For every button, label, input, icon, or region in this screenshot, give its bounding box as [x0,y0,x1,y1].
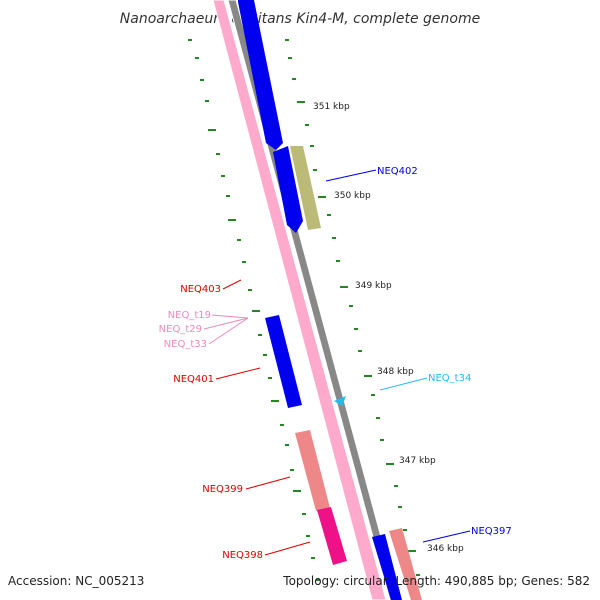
gene-neq399[interactable] [295,430,330,511]
backbone-pink-band [212,0,387,600]
gene-neq398[interactable] [317,507,347,565]
accession-text: Accession: NC_005213 [8,574,144,588]
kbp-label-346: 346 kbp [427,544,464,554]
kbp-label-351: 351 kbp [313,102,350,112]
label-neq-t19[interactable]: NEQ_t19 [168,310,211,321]
outer-tick-track [285,39,420,576]
inner-tick-track [188,39,320,581]
topology-text: Topology: circular; Length: 490,885 bp; … [282,574,590,588]
gene-neq402-upper[interactable] [238,0,283,150]
gene-neq397[interactable] [389,528,422,600]
backbone-gray-band [227,0,399,600]
gene-neq397-blue[interactable] [372,534,402,600]
label-neq397[interactable]: NEQ397 [471,526,512,537]
label-neq-t33[interactable]: NEQ_t33 [164,339,207,350]
kbp-label-348: 348 kbp [377,367,414,377]
feature-olive[interactable] [290,146,321,230]
label-neq-t29[interactable]: NEQ_t29 [159,324,202,335]
kbp-label-347: 347 kbp [399,456,436,466]
label-neq401[interactable]: NEQ401 [173,374,214,385]
label-neq403[interactable]: NEQ403 [180,284,221,295]
map-title: Nanoarchaeum equitans Kin4-M, complete g… [120,11,480,27]
leader-lines [203,169,471,556]
kbp-label-350: 350 kbp [334,191,371,201]
label-neq398[interactable]: NEQ398 [222,550,263,561]
label-neq402[interactable]: NEQ402 [377,166,418,177]
label-neq399[interactable]: NEQ399 [202,484,243,495]
gene-neq402[interactable] [273,146,303,233]
gene-neq401[interactable] [265,315,302,408]
label-neq-t34[interactable]: NEQ_t34 [428,373,471,384]
trna-marker-neq-t34[interactable] [334,396,346,406]
kbp-label-349: 349 kbp [355,281,392,291]
